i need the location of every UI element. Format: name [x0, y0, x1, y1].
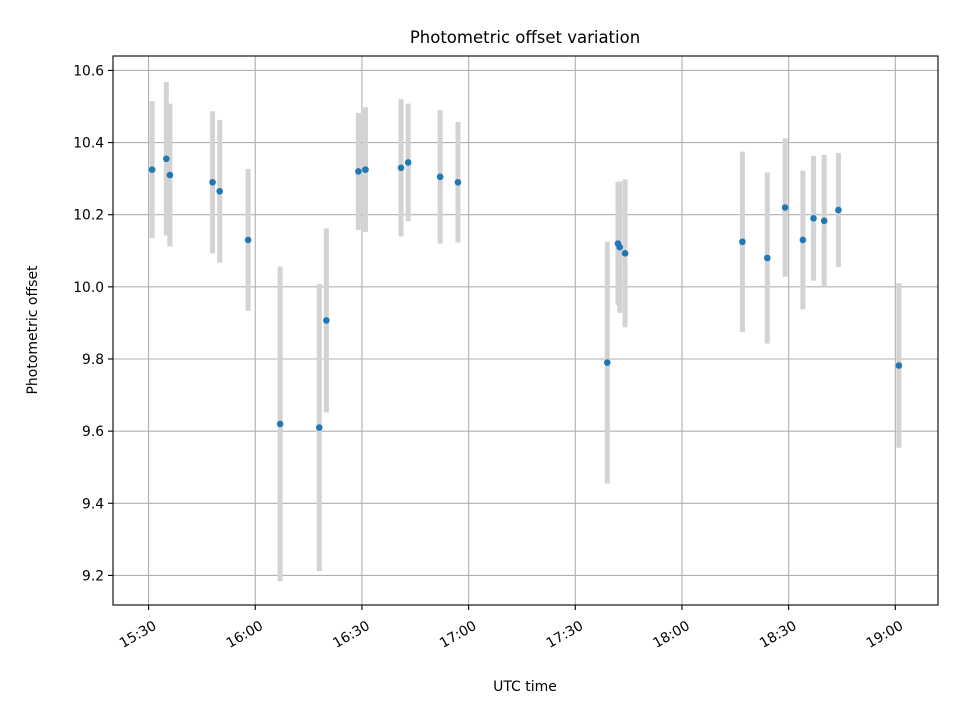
data-point: [616, 243, 624, 251]
data-point: [355, 168, 362, 175]
data-point: [163, 155, 170, 163]
data-point: [820, 217, 828, 225]
data-point: [895, 362, 903, 369]
chart-title: Photometric offset variation: [410, 28, 640, 47]
data-point: [209, 178, 216, 186]
data-point: [603, 359, 611, 366]
y-tick-label: 10.0: [73, 280, 104, 296]
y-tick-label: 10.6: [73, 63, 104, 79]
data-point: [166, 171, 174, 179]
y-tick-label: 9.4: [82, 496, 104, 512]
x-axis-label: UTC time: [493, 679, 557, 695]
y-axis-label: Photometric offset: [25, 265, 41, 395]
data-point: [799, 236, 807, 244]
data-point: [764, 254, 771, 262]
data-point: [781, 204, 789, 211]
data-point: [244, 236, 252, 244]
data-point: [436, 173, 444, 181]
data-points: [148, 155, 903, 431]
data-point: [454, 178, 462, 186]
data-point: [835, 206, 842, 214]
data-point: [810, 215, 817, 222]
data-point: [323, 317, 330, 324]
y-tick-label: 10.2: [73, 208, 104, 224]
data-point: [362, 166, 369, 173]
data-point: [315, 424, 323, 431]
data-point: [148, 166, 156, 173]
y-tick-label: 9.6: [82, 424, 104, 440]
data-point: [397, 164, 405, 172]
y-tick-label: 9.8: [82, 352, 104, 368]
data-point: [739, 238, 746, 246]
data-point: [404, 159, 412, 166]
data-point: [276, 420, 284, 428]
y-tick-label: 9.2: [82, 568, 104, 584]
data-point: [216, 187, 223, 195]
y-tick-label: 10.4: [73, 136, 104, 152]
axes-frame: [112, 55, 939, 606]
data-point: [621, 250, 629, 257]
